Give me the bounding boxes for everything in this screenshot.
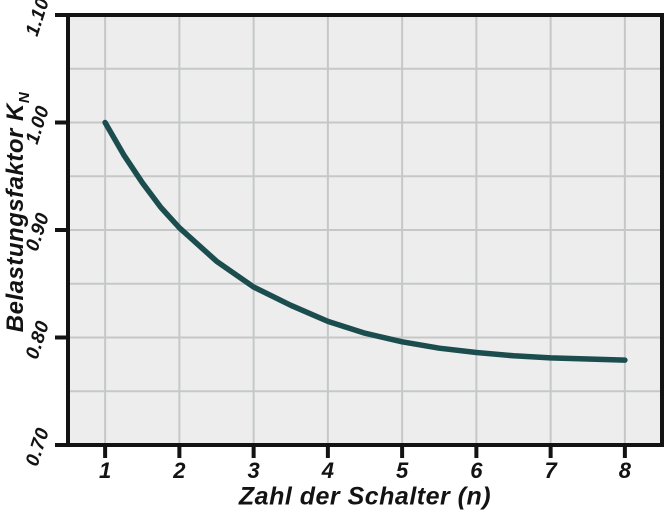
x-tick-label: 7 — [544, 458, 557, 483]
x-tick-label: 4 — [321, 458, 334, 483]
x-axis-title: Zahl der Schalter (n) — [238, 482, 492, 511]
y-axis-symbol: KN — [2, 92, 33, 121]
x-tick-label: 6 — [470, 458, 483, 483]
x-tick-label: 3 — [247, 458, 260, 483]
x-tick-label: 5 — [396, 458, 409, 483]
y-axis-symbol-subscript: N — [15, 91, 33, 104]
y-axis-title-text: Belastungsfaktor — [2, 120, 30, 333]
x-tick-label: 2 — [173, 458, 186, 483]
y-axis-symbol-k: K — [2, 103, 30, 121]
curve-belastungsfaktor — [102, 119, 628, 363]
x-tick-label: 8 — [618, 458, 631, 483]
x-tick-label: 1 — [99, 458, 112, 483]
axis-frame — [66, 13, 664, 447]
